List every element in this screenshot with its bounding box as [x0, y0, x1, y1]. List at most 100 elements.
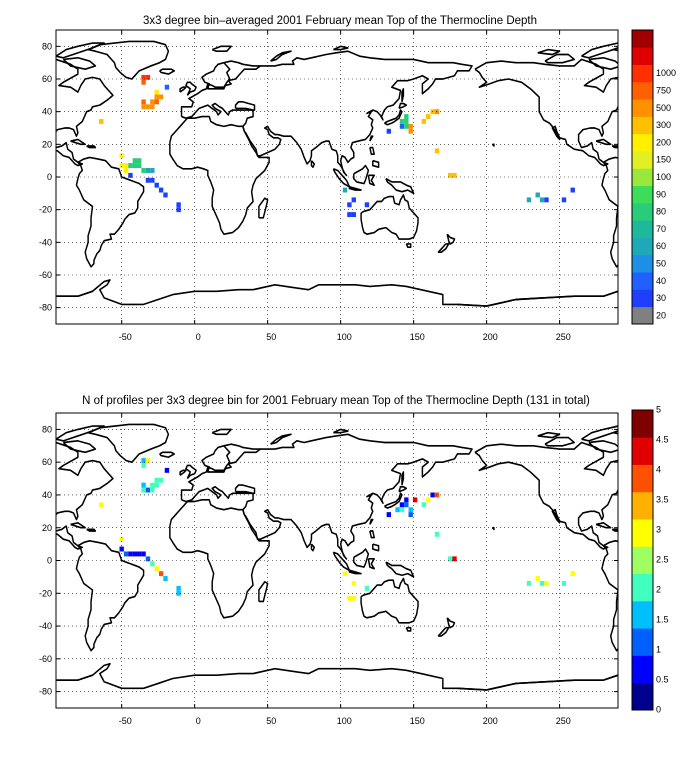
- data-cell: [158, 477, 164, 483]
- colorbar-swatch: [632, 306, 653, 325]
- data-cell: [128, 172, 133, 178]
- y-tick: 20: [42, 139, 52, 149]
- data-cell: [154, 89, 159, 95]
- colorbar-swatch: [632, 272, 653, 290]
- data-cell: [150, 104, 155, 110]
- map-viewport-1: [56, 40, 618, 307]
- data-cell: [141, 551, 146, 557]
- data-cell: [535, 192, 540, 198]
- data-cell: [399, 123, 405, 129]
- data-cells-2: [99, 458, 575, 601]
- data-cell: [150, 177, 155, 183]
- colorbar-label: 1: [656, 644, 661, 654]
- chart-title-2: N of profiles per 3x3 degree bin for 200…: [82, 395, 590, 407]
- data-cell: [404, 114, 409, 120]
- x-tick: 50: [266, 716, 276, 726]
- colorbar-label: 90: [656, 189, 666, 199]
- colorbar-swatch: [632, 81, 653, 100]
- coastline-2: [56, 423, 618, 691]
- y-tick: 60: [42, 457, 52, 467]
- data-cell: [163, 576, 168, 581]
- colorbar-swatch: [632, 600, 653, 629]
- data-cell: [404, 119, 409, 124]
- colorbar-swatch: [632, 464, 653, 493]
- data-cell: [351, 212, 356, 218]
- x-tick: 200: [483, 332, 498, 342]
- data-cell: [399, 502, 405, 508]
- colorbar-label: 5: [656, 404, 661, 414]
- data-cell: [561, 197, 567, 203]
- data-cell: [158, 187, 164, 193]
- data-cell: [404, 123, 409, 129]
- x-tick: 100: [337, 716, 352, 726]
- data-cell: [145, 104, 151, 110]
- data-cell: [99, 502, 104, 508]
- colorbar-swatch: [632, 628, 653, 656]
- coastline-1: [56, 40, 618, 307]
- data-cell: [141, 168, 146, 173]
- data-cell: [123, 163, 129, 169]
- data-cell: [123, 551, 129, 557]
- colorbar-frame-2: [631, 409, 654, 711]
- colorbar-label: 0.5: [656, 674, 669, 684]
- colorbar-swatches-1: [632, 30, 653, 325]
- data-cell: [154, 566, 159, 572]
- panel-mean-depth: 3x3 degree bin–averaged 2001 February me…: [39, 15, 676, 342]
- x-tick: -50: [119, 716, 132, 726]
- colorbar-swatch: [632, 47, 653, 65]
- data-cell: [408, 128, 413, 134]
- data-cell: [150, 561, 155, 567]
- data-cell: [426, 497, 431, 503]
- data-cell: [123, 168, 129, 173]
- y-axis-2: 80 60 40 20 0 -20 -40 -60 -80: [39, 424, 52, 696]
- data-cell: [145, 177, 151, 183]
- data-cell: [154, 182, 159, 188]
- colorbar-swatch: [632, 220, 653, 238]
- colorbar-swatch: [632, 185, 653, 204]
- colorbar-label: 1000: [656, 68, 676, 78]
- chart-title-1: 3x3 degree bin–averaged 2001 February me…: [143, 15, 537, 27]
- data-cell: [364, 585, 370, 591]
- y-tick: 40: [42, 107, 52, 117]
- colorbar-frame-1: [631, 29, 654, 325]
- data-cell: [342, 571, 348, 577]
- data-cell: [447, 172, 453, 178]
- data-cell: [154, 99, 159, 105]
- colorbar-swatch: [632, 99, 653, 117]
- y-axis-1: 80 60 40 20 0 -20 -40 -60 -80: [39, 41, 52, 312]
- data-cell: [137, 163, 142, 169]
- y-tick: 0: [47, 172, 52, 182]
- data-cell: [434, 148, 440, 154]
- data-cell: [539, 197, 545, 203]
- colorbar-label: 2: [656, 584, 661, 594]
- colorbar-swatch: [632, 202, 653, 221]
- data-cell: [386, 512, 392, 518]
- x-tick: 0: [196, 716, 201, 726]
- data-cell: [154, 482, 159, 488]
- data-cell: [347, 212, 352, 218]
- data-cell: [452, 172, 457, 178]
- colorbar-swatch: [632, 546, 653, 575]
- data-cell: [145, 487, 151, 493]
- data-cell: [526, 580, 532, 586]
- data-cell: [141, 104, 146, 110]
- colorbar-label: 150: [656, 155, 671, 165]
- colorbar-label: 30: [656, 293, 666, 303]
- colorbar-labels-1: 20 30 40 50 60 70 80 90 100 150 200 300 …: [656, 68, 676, 320]
- data-cell: [404, 497, 409, 503]
- y-tick: -40: [39, 621, 52, 631]
- data-cell: [132, 158, 138, 164]
- data-cell: [132, 163, 138, 169]
- x-tick: 0: [196, 332, 201, 342]
- data-cell: [351, 580, 356, 586]
- x-tick: 250: [556, 332, 571, 342]
- colorbar-label: 80: [656, 207, 666, 217]
- data-cell: [141, 462, 146, 468]
- data-cell: [408, 512, 413, 518]
- data-cell: [421, 119, 427, 124]
- y-tick: -40: [39, 237, 52, 247]
- data-cell: [561, 580, 567, 586]
- colorbar-label: 4: [656, 464, 661, 474]
- data-cells-1: [99, 74, 575, 218]
